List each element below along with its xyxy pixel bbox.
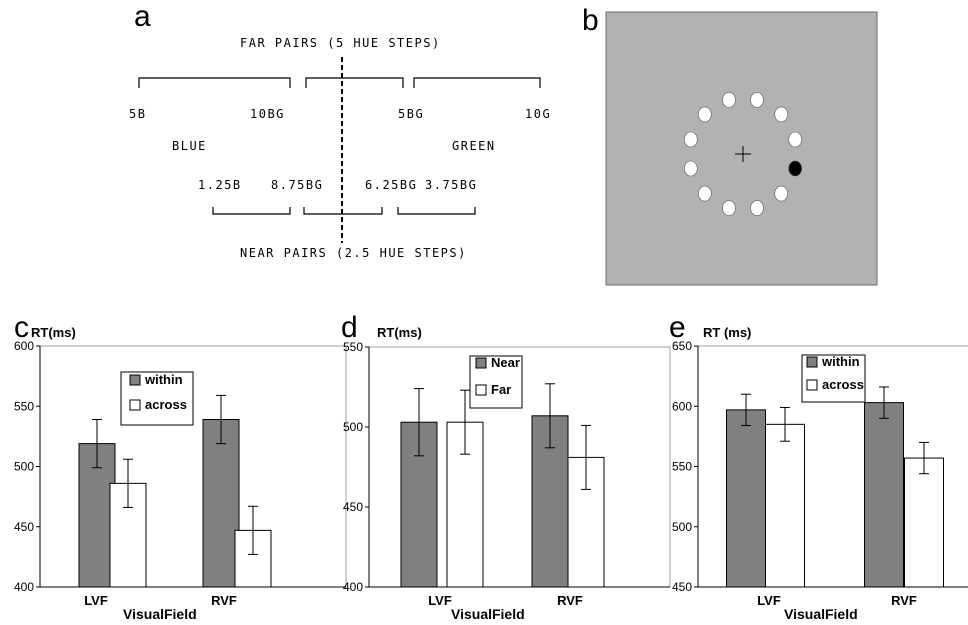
near-label-6-25bg: 6.25BG <box>365 178 418 192</box>
y-tick-label: 550 <box>14 399 34 413</box>
stimulus-disc <box>683 131 698 148</box>
near-label-1-25b: 1.25B <box>198 178 242 192</box>
near-bracket-right <box>397 207 476 215</box>
far-label-5bg: 5BG <box>398 107 425 121</box>
y-tick-label: 500 <box>14 460 34 474</box>
bar-across-rvf <box>904 457 944 588</box>
panel-label-c: c <box>14 311 29 344</box>
x-tick-label: RVF <box>891 593 917 608</box>
legend-label: within <box>144 372 183 387</box>
y-tick-label: 450 <box>672 580 692 594</box>
legend-swatch <box>129 374 141 386</box>
far-label-10bg: 10BG <box>250 107 285 121</box>
y-tick-label: 650 <box>672 339 692 353</box>
panel-label-b: b <box>582 4 599 37</box>
stimulus-disc <box>683 160 698 177</box>
far-bracket-mid <box>305 77 404 88</box>
stimulus-disc <box>774 185 789 202</box>
legend-swatch <box>475 357 487 369</box>
bar-within-lvf <box>726 409 766 588</box>
near-bracket-left <box>212 207 291 215</box>
far-bracket-left <box>138 77 291 88</box>
y-tick-label: 450 <box>343 500 363 514</box>
stimulus-disc-ring <box>683 92 803 216</box>
far-label-10g: 10G <box>525 107 552 121</box>
legend-label: across <box>145 397 187 412</box>
far-pairs-title: FAR PAIRS (5 HUE STEPS) <box>240 36 441 50</box>
far-bracket-right <box>413 77 541 88</box>
legend-label: across <box>822 377 864 392</box>
y-tick-label: 500 <box>672 520 692 534</box>
y-tick-label: 400 <box>343 580 363 594</box>
y-axis-label: RT(ms) <box>377 325 422 340</box>
legend-label: within <box>821 354 860 369</box>
legend-label: Far <box>491 382 511 397</box>
x-tick-label: RVF <box>211 593 237 608</box>
bar-across-lvf <box>765 423 805 588</box>
y-tick-label: 550 <box>343 340 363 354</box>
category-blue: BLUE <box>172 139 207 153</box>
x-axis-label: VisualField <box>123 606 197 622</box>
y-tick-label: 550 <box>672 460 692 474</box>
panel-label-d: d <box>341 311 358 344</box>
bar-within-rvf <box>864 402 904 588</box>
legend-swatch <box>129 399 141 411</box>
target-disc <box>788 160 803 177</box>
x-tick-label: RVF <box>557 593 583 608</box>
legend-swatch <box>806 379 818 391</box>
x-tick-label: LVF <box>84 593 108 608</box>
stimulus-disc <box>697 106 712 123</box>
stimulus-disc <box>788 131 803 148</box>
stimulus-disc <box>750 92 764 108</box>
y-axis-label: RT (ms) <box>703 325 751 340</box>
y-tick-label: 450 <box>14 520 34 534</box>
y-tick-label: 600 <box>672 399 692 413</box>
y-tick-label: 500 <box>343 420 363 434</box>
y-tick-label: 400 <box>14 580 34 594</box>
stimulus-disc <box>697 185 712 202</box>
far-label-5b: 5B <box>129 107 147 121</box>
stimulus-disc <box>722 200 736 216</box>
panel-label-a: a <box>134 0 151 33</box>
stimulus-disc <box>750 200 764 216</box>
x-axis-label: VisualField <box>784 606 858 622</box>
near-label-3-75bg: 3.75BG <box>425 178 478 192</box>
panel-label-e: e <box>669 311 686 344</box>
legend-label: Near <box>491 355 520 370</box>
bar-within-rvf <box>202 419 240 588</box>
stimulus-disc <box>774 106 789 123</box>
near-label-8-75bg: 8.75BG <box>271 178 324 192</box>
near-pairs-title: NEAR PAIRS (2.5 HUE STEPS) <box>240 246 467 260</box>
x-axis-label: VisualField <box>451 606 525 622</box>
stimulus-background <box>605 11 878 286</box>
y-tick-label: 600 <box>14 339 34 353</box>
x-tick-label: LVF <box>757 593 781 608</box>
y-axis-label: RT(ms) <box>31 325 76 340</box>
legend-swatch <box>475 384 487 396</box>
legend-swatch <box>806 356 818 368</box>
category-green: GREEN <box>452 139 496 153</box>
stimulus-disc <box>722 92 736 108</box>
x-tick-label: LVF <box>428 593 452 608</box>
